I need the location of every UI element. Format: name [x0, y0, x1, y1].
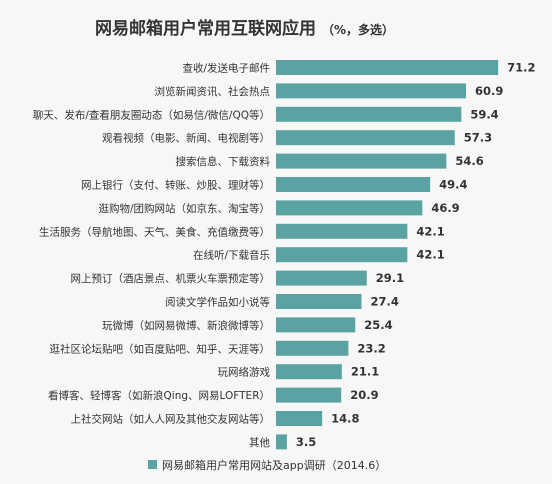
category-label: 逛购物/团购网站（如京东、淘宝等）: [98, 202, 270, 215]
value-label: 14.8: [331, 412, 359, 426]
category-label: 逛社区论坛贴吧（如百度贴吧、知乎、天涯等）: [50, 342, 271, 355]
bar: [276, 223, 408, 239]
value-label: 46.9: [431, 201, 459, 215]
bar: [276, 270, 367, 286]
category-label: 其他: [249, 436, 270, 449]
chart-subtitle: （%，多选）: [322, 22, 394, 37]
value-label: 42.1: [416, 248, 444, 262]
bar: [276, 364, 342, 380]
bar: [276, 130, 455, 146]
chart-title: 网易邮箱用户常用互联网应用: [95, 18, 316, 39]
bar: [276, 294, 362, 309]
value-label: 23.2: [357, 341, 385, 355]
category-label: 聊天、发布/查看朋友圈动态（如易信/微信/QQ等）: [33, 108, 270, 121]
value-label: 27.4: [370, 295, 398, 309]
legend: 网易邮箱用户常用网站及app调研（2014.6）: [148, 458, 386, 472]
category-label: 观看视频（电影、新闻、电视剧等）: [102, 132, 270, 145]
value-label: 60.9: [475, 84, 503, 98]
value-label: 54.6: [455, 154, 483, 168]
category-label: 网上预订（酒店景点、机票火车票预定等）: [71, 272, 271, 285]
value-label: 29.1: [376, 271, 404, 285]
bar: [276, 434, 287, 450]
bar: [276, 153, 447, 169]
category-label: 上社交网站（如人人网及其他交友网站等）: [71, 413, 271, 426]
bars-group: 查收/发送电子邮件 71.2 浏览新闻资讯、社会热点 60.9 聊天、发布/查看朋友圈动…: [33, 60, 536, 450]
bar: [276, 60, 499, 75]
category-label: 看博客、轻博客（如新浪Qing、网易LOFTER）: [48, 389, 270, 402]
category-label: 浏览新闻资讯、社会热点: [155, 85, 271, 98]
category-label: 生活服务（导航地图、天气、美食、充值缴费等）: [39, 225, 270, 238]
value-label: 71.2: [507, 61, 535, 75]
category-label: 搜索信息、下载资料: [176, 155, 271, 168]
bar: [276, 83, 467, 99]
value-label: 21.1: [351, 365, 379, 379]
value-label: 20.9: [350, 388, 378, 402]
value-label: 42.1: [416, 224, 444, 238]
bar: [276, 177, 431, 192]
value-label: 3.5: [296, 435, 316, 449]
bar: [276, 247, 408, 263]
category-label: 玩微博（如网易微博、新浪微博等）: [102, 319, 270, 332]
legend-swatch: [148, 460, 157, 469]
bar: [276, 200, 423, 216]
category-label: 阅读文学作品如小说等: [165, 296, 270, 309]
category-label: 网上银行（支付、转账、炒股、理财等）: [81, 179, 270, 192]
category-label: 在线听/下载音乐: [193, 249, 271, 262]
legend-label: 网易邮箱用户常用网站及app调研（2014.6）: [162, 458, 386, 472]
bar: [276, 317, 356, 333]
bar: [276, 411, 323, 426]
category-label: 玩网络游戏: [218, 366, 271, 379]
bar: [276, 106, 462, 122]
value-label: 59.4: [470, 107, 498, 121]
value-label: 49.4: [439, 178, 467, 192]
value-label: 57.3: [464, 131, 492, 145]
bar: [276, 387, 342, 403]
bar: [276, 340, 349, 356]
category-label: 查收/发送电子邮件: [182, 62, 270, 75]
value-label: 25.4: [364, 318, 392, 332]
